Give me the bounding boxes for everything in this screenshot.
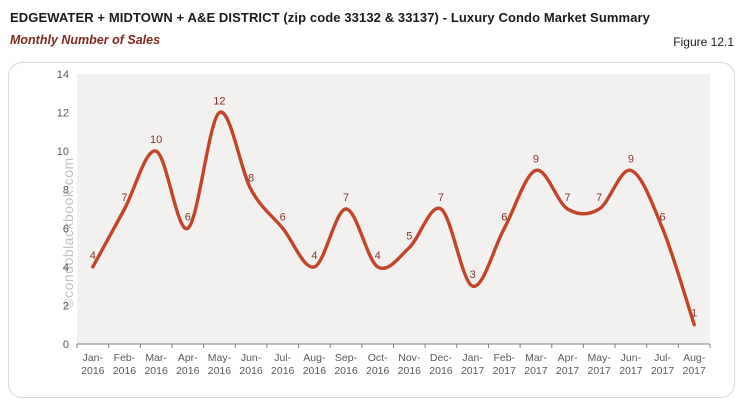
data-label: 7: [565, 192, 571, 204]
data-label: 7: [438, 192, 444, 204]
x-axis-tick-label: Jul-2016: [271, 352, 295, 377]
x-axis-tick-label: Jun-2017: [619, 352, 643, 377]
data-label: 9: [533, 153, 539, 165]
data-label: 4: [90, 250, 96, 262]
x-axis-tick-label: Jul-2017: [651, 352, 675, 377]
y-axis-tick-label: 10: [57, 146, 69, 158]
report-title: EDGEWATER + MIDTOWN + A&E DISTRICT (zip …: [10, 10, 651, 25]
data-label: 8: [248, 173, 254, 185]
y-axis-tick-label: 6: [63, 223, 69, 235]
x-axis-tick-label: Sep-2016: [334, 352, 358, 377]
data-label: 7: [343, 192, 349, 204]
y-axis-tick-label: 4: [63, 262, 69, 274]
x-axis-tick-label: Feb-2016: [113, 352, 137, 377]
x-axis-tick-label: Dec-2016: [429, 352, 453, 377]
data-label: 7: [121, 192, 127, 204]
data-label: 6: [280, 211, 286, 223]
data-label: 4: [311, 250, 317, 262]
x-axis-tick-label: Oct-2016: [366, 352, 390, 377]
data-label: 6: [185, 211, 191, 223]
y-axis-tick-label: 2: [63, 300, 69, 312]
sales-line-chart: ©condoblackbook.com02468101214Jan-2016Fe…: [57, 69, 711, 377]
x-axis-tick-label: Feb-2017: [493, 352, 517, 377]
data-label: 3: [470, 269, 476, 281]
data-label: 4: [375, 250, 381, 262]
chart-subtitle: Monthly Number of Sales: [10, 33, 161, 47]
data-label: 6: [659, 211, 665, 223]
plot-area: [77, 74, 710, 344]
data-label: 1: [691, 308, 697, 320]
data-label: 7: [596, 192, 602, 204]
x-axis-tick-label: Jun-2016: [239, 352, 263, 377]
chart-container: ©condoblackbook.com 0 2 4 6 8 10 12 14 Jan-2016 Fe…: [8, 62, 735, 398]
x-axis-tick-label: May-2017: [588, 352, 612, 377]
y-axis-tick-label: 8: [63, 185, 69, 197]
y-axis-tick-label: 0: [63, 339, 69, 351]
x-axis-tick-label: Mar-2017: [524, 352, 548, 377]
x-axis-tick-label: Apr-2017: [556, 352, 580, 377]
figure-number: Figure 12.1: [673, 35, 734, 49]
data-label: 6: [501, 211, 507, 223]
x-axis-tick-label: Apr-2016: [176, 352, 200, 377]
x-axis-tick-label: Mar-2016: [144, 352, 168, 377]
data-label: 12: [213, 96, 225, 108]
x-axis-tick-label: Nov-2016: [398, 352, 422, 377]
sales-line-series: [91, 110, 696, 327]
x-axis-tick-label: Jan-2016: [81, 352, 105, 377]
x-axis-tick-label: May-2016: [208, 352, 232, 377]
x-axis-tick-label: Aug-2017: [682, 352, 706, 377]
data-label: 5: [406, 231, 412, 243]
x-axis-tick-label: Aug-2016: [303, 352, 327, 377]
watermark-text: ©condoblackbook.com: [60, 157, 76, 308]
y-axis-tick-label: 12: [57, 108, 69, 120]
data-label: 10: [150, 134, 162, 146]
x-axis-tick-label: Jan-2017: [461, 352, 485, 377]
y-axis-tick-label: 14: [57, 69, 69, 81]
data-label: 9: [628, 153, 634, 165]
